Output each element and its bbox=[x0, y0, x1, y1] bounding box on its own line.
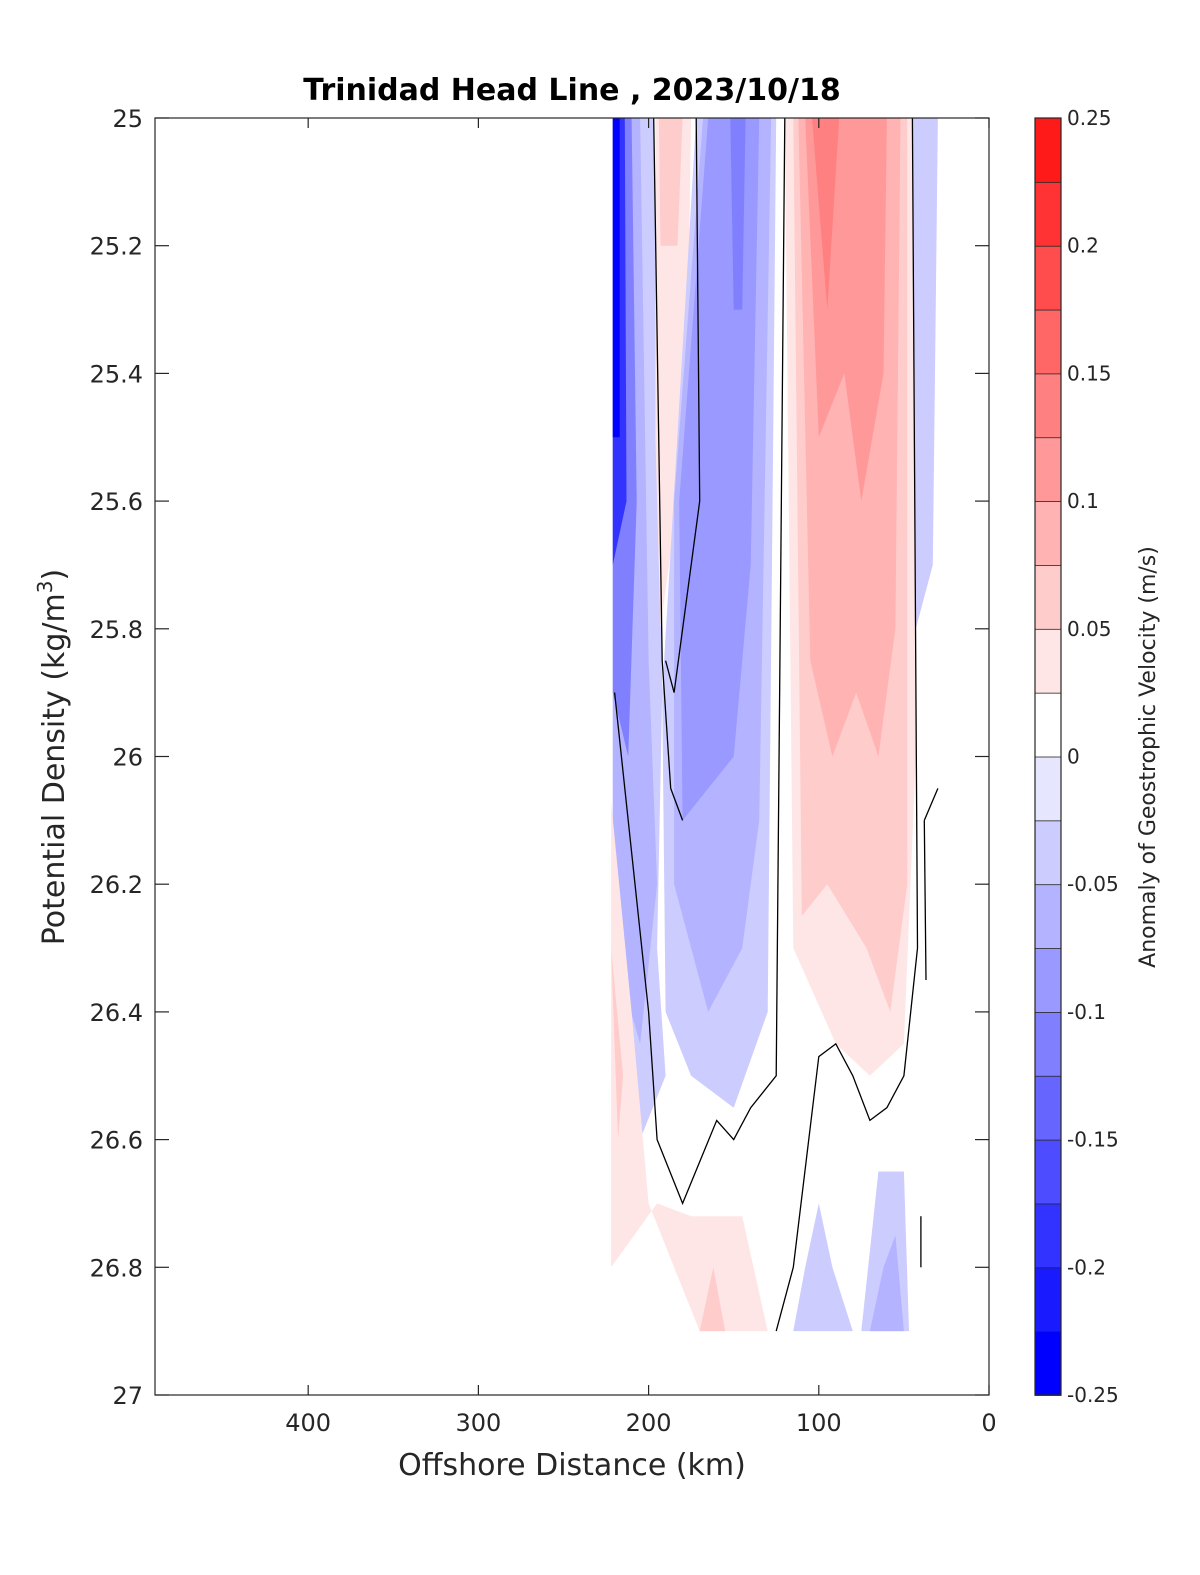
colorbar-band-12 bbox=[1034, 564, 1062, 630]
colorbar-band-8 bbox=[1034, 819, 1062, 886]
x-axis-ticks: 400 300 200 100 0 bbox=[285, 118, 997, 1437]
contour-region-16 bbox=[912, 118, 938, 629]
contour-fill-layer bbox=[611, 118, 938, 1332]
colorbar-band-1 bbox=[1034, 1266, 1062, 1333]
x-axis-label: Offshore Distance (km) bbox=[398, 1448, 746, 1483]
colorbar-band-19 bbox=[1034, 117, 1062, 183]
y-tick-label: 26 bbox=[112, 744, 143, 772]
y-tick-label: 26.2 bbox=[90, 871, 143, 899]
colorbar: 0.25 0.2 0.15 0.1 0.05 0 -0.05 -0.1 -0.15 -0.2 -0.… bbox=[1034, 106, 1119, 1407]
y-tick-label: 25.4 bbox=[90, 360, 143, 388]
colorbar-tick-label: 0 bbox=[1067, 745, 1080, 769]
colorbar-band-4 bbox=[1034, 1075, 1062, 1141]
y-tick-label: 25 bbox=[112, 105, 143, 133]
colorbar-band-10 bbox=[1034, 692, 1062, 758]
colorbar-band-9 bbox=[1034, 756, 1062, 822]
x-tick-label: 0 bbox=[981, 1409, 996, 1437]
chart-title: Trinidad Head Line , 2023/10/18 bbox=[303, 73, 840, 108]
x-tick-label: 200 bbox=[626, 1409, 672, 1437]
colorbar-tick-label: 0.05 bbox=[1067, 617, 1112, 641]
colorbar-tick-label: -0.2 bbox=[1067, 1255, 1106, 1279]
colorbar-tick-label: 0.25 bbox=[1067, 106, 1112, 130]
colorbar-band-17 bbox=[1034, 245, 1062, 311]
colorbar-band-13 bbox=[1034, 500, 1062, 566]
colorbar-bands bbox=[1034, 117, 1062, 1396]
zero-contour-line-2 bbox=[613, 117, 786, 1206]
x-tick-label: 100 bbox=[796, 1409, 842, 1437]
plot-area: 400 300 200 100 0 25 25.2 25.4 25.6 25.8 26 26.2 26… bbox=[90, 105, 997, 1437]
colorbar-tick-label: -0.25 bbox=[1067, 1383, 1119, 1407]
colorbar-tick-label: -0.1 bbox=[1067, 1000, 1106, 1024]
colorbar-band-3 bbox=[1034, 1139, 1062, 1205]
y-tick-label: 27 bbox=[112, 1382, 143, 1410]
contour-region-4 bbox=[612, 118, 620, 438]
colorbar-tick-label: 0.2 bbox=[1067, 234, 1099, 258]
y-axis-label-main: Potential Density (kg/m bbox=[37, 593, 72, 945]
y-tick-label: 25.2 bbox=[90, 233, 143, 261]
y-axis-label-sup: 3 bbox=[33, 580, 57, 593]
y-tick-label: 25.8 bbox=[90, 616, 143, 644]
zero-contour-line-3 bbox=[775, 117, 919, 1332]
y-tick-label: 26.6 bbox=[90, 1127, 143, 1155]
y-axis-label-close: ) bbox=[37, 569, 72, 581]
zero-contour-line-0 bbox=[653, 117, 684, 821]
colorbar-tick-label: 0.1 bbox=[1067, 489, 1099, 513]
y-axis-ticks: 25 25.2 25.4 25.6 25.8 26 26.2 26.4 26.6 26.8 27 bbox=[90, 105, 989, 1410]
zero-contour-line-5 bbox=[923, 820, 927, 981]
colorbar-band-7 bbox=[1034, 883, 1062, 949]
colorbar-band-14 bbox=[1034, 436, 1062, 502]
colorbar-band-15 bbox=[1034, 372, 1062, 439]
y-axis-label: Potential Density (kg/m3) bbox=[33, 569, 72, 945]
colorbar-band-5 bbox=[1034, 1011, 1062, 1077]
contour-region-17 bbox=[611, 801, 768, 1332]
colorbar-label-group: Anomaly of Geostrophic Velocity (m/s) bbox=[1136, 546, 1161, 968]
colorbar-frame bbox=[1034, 117, 1062, 1396]
contour-region-22 bbox=[869, 1235, 904, 1332]
contour-region-15 bbox=[812, 118, 840, 310]
colorbar-band-16 bbox=[1034, 309, 1062, 375]
x-tick-label: 400 bbox=[285, 1409, 331, 1437]
colorbar-tick-label: 0.15 bbox=[1067, 361, 1112, 385]
colorbar-ticks: 0.25 0.2 0.15 0.1 0.05 0 -0.05 -0.1 -0.15 -0.2 -0.… bbox=[1067, 106, 1119, 1407]
colorbar-band-0 bbox=[1034, 1330, 1062, 1396]
y-tick-label: 25.6 bbox=[90, 488, 143, 516]
zero-contour-line-4 bbox=[923, 788, 939, 821]
colorbar-label: Anomaly of Geostrophic Velocity (m/s) bbox=[1136, 546, 1161, 968]
colorbar-tick-label: -0.05 bbox=[1067, 872, 1119, 896]
contour-region-6 bbox=[658, 118, 683, 246]
y-tick-label: 26.4 bbox=[90, 999, 143, 1027]
contour-region-20 bbox=[793, 1203, 853, 1332]
colorbar-band-18 bbox=[1034, 181, 1062, 247]
colorbar-band-2 bbox=[1034, 1203, 1062, 1269]
colorbar-band-6 bbox=[1034, 947, 1062, 1013]
x-tick-label: 300 bbox=[455, 1409, 501, 1437]
colorbar-tick-label: -0.15 bbox=[1067, 1128, 1119, 1152]
contour-region-18 bbox=[611, 948, 624, 1140]
colorbar-band-11 bbox=[1034, 628, 1062, 694]
y-tick-label: 26.8 bbox=[90, 1254, 143, 1282]
zero-contour-layer bbox=[613, 117, 939, 1332]
contour-region-10 bbox=[730, 118, 746, 310]
y-axis-label-group: Potential Density (kg/m3) bbox=[33, 569, 72, 945]
zero-contour-line-1 bbox=[664, 117, 701, 693]
contour-region-19 bbox=[699, 1267, 726, 1332]
